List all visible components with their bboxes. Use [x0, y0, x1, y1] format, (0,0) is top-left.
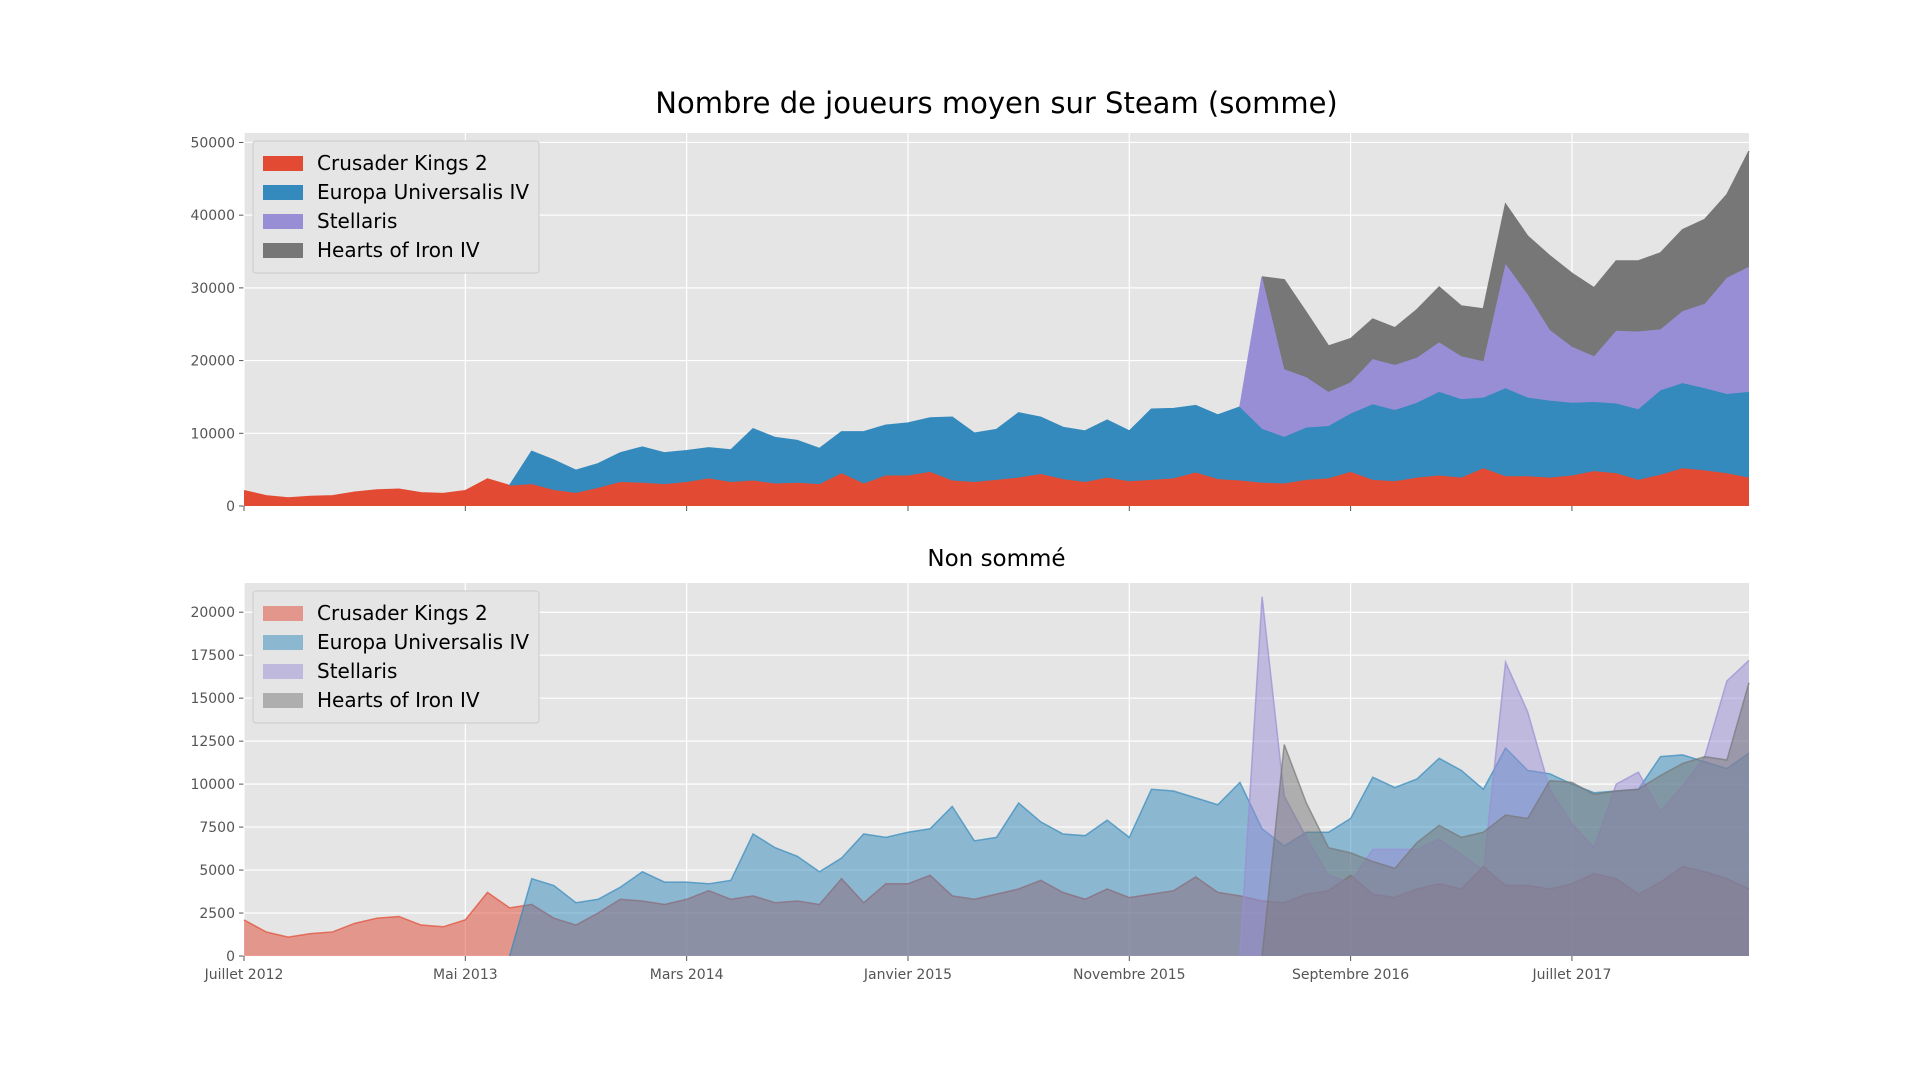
y-tick-label: 0 [226, 499, 235, 515]
legend: Crusader Kings 2 Europa Universalis IV Ste… [252, 140, 540, 274]
legend-swatch [263, 635, 303, 650]
area-line [243, 467, 1750, 499]
legend-box [252, 140, 540, 274]
legend-swatch [263, 243, 303, 258]
y-tick-label: 7500 [199, 820, 235, 836]
y-tick-label: 15000 [190, 691, 235, 707]
legend-label: Stellaris [317, 659, 397, 683]
y-tick-label: 40000 [190, 208, 235, 224]
y-tick-label: 30000 [190, 281, 235, 297]
y-tick-label: 5000 [199, 863, 235, 879]
area [244, 468, 1749, 506]
chart-title: Nombre de joueurs moyen sur Steam (somme… [655, 86, 1337, 120]
legend-label: Crusader Kings 2 [317, 151, 488, 175]
legend-label: Hearts of Iron IV [317, 688, 480, 712]
legend-swatch [263, 664, 303, 679]
legend-swatch [263, 606, 303, 621]
legend-box [252, 590, 540, 724]
x-tick-label: Juillet 2017 [1532, 967, 1612, 983]
legend-swatch [263, 156, 303, 171]
y-tick-label: 2500 [199, 906, 235, 922]
x-tick-label: Janvier 2015 [863, 967, 952, 983]
area-line [1261, 682, 1750, 957]
legend-label: Europa Universalis IV [317, 180, 529, 204]
y-tick-label: 20000 [190, 354, 235, 370]
y-tick-label: 10000 [190, 777, 235, 793]
y-tick-label: 50000 [190, 135, 235, 151]
legend-swatch [263, 693, 303, 708]
legend-label: Hearts of Iron IV [317, 238, 480, 262]
y-tick-label: 10000 [190, 426, 235, 442]
x-tick-label: Juillet 2012 [204, 967, 284, 983]
subplot: Nombre de joueurs moyen sur Steam (somme… [190, 86, 1750, 515]
x-tick-label: Mai 2013 [433, 967, 498, 983]
legend-label: Europa Universalis IV [317, 630, 529, 654]
y-tick-label: 20000 [190, 605, 235, 621]
subplot: Non sommé 0 2500 5000 7500 10000 12500 15000 175… [190, 546, 1750, 983]
legend: Crusader Kings 2 Europa Universalis IV Ste… [252, 590, 540, 724]
y-tick-label: 17500 [190, 648, 235, 664]
area-line [1261, 150, 1750, 347]
area [1262, 151, 1749, 392]
area [1262, 682, 1749, 956]
chart-title: Non sommé [927, 546, 1065, 572]
x-tick-label: Septembre 2016 [1292, 967, 1409, 983]
y-tick-label: 12500 [190, 734, 235, 750]
legend-label: Stellaris [317, 209, 397, 233]
legend-label: Crusader Kings 2 [317, 601, 488, 625]
area [1239, 263, 1749, 437]
legend-swatch [263, 214, 303, 229]
y-tick-label: 0 [226, 949, 235, 965]
legend-swatch [263, 185, 303, 200]
x-tick-label: Mars 2014 [650, 967, 724, 983]
x-tick-label: Novembre 2015 [1073, 967, 1186, 983]
area [509, 383, 1749, 493]
